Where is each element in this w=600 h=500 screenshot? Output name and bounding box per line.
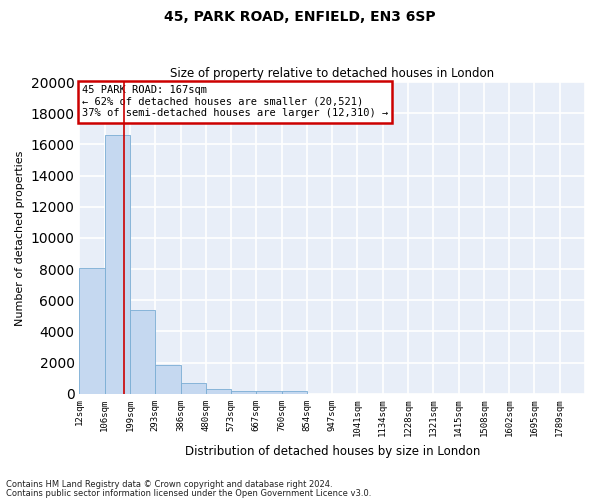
Bar	[181, 383, 206, 394]
Text: 45 PARK ROAD: 167sqm
← 62% of detached houses are smaller (20,521)
37% of semi-d: 45 PARK ROAD: 167sqm ← 62% of detached h…	[82, 85, 388, 118]
Bar	[206, 388, 231, 394]
Text: Contains public sector information licensed under the Open Government Licence v3: Contains public sector information licen…	[6, 488, 371, 498]
Text: Contains HM Land Registry data © Crown copyright and database right 2024.: Contains HM Land Registry data © Crown c…	[6, 480, 332, 489]
Bar	[130, 310, 155, 394]
Bar	[281, 392, 307, 394]
Bar	[155, 365, 181, 394]
X-axis label: Distribution of detached houses by size in London: Distribution of detached houses by size …	[185, 444, 480, 458]
Bar	[231, 390, 256, 394]
Bar	[256, 391, 281, 394]
Bar	[104, 135, 130, 394]
Title: Size of property relative to detached houses in London: Size of property relative to detached ho…	[170, 66, 494, 80]
Y-axis label: Number of detached properties: Number of detached properties	[15, 150, 25, 326]
Bar	[79, 268, 104, 394]
Text: 45, PARK ROAD, ENFIELD, EN3 6SP: 45, PARK ROAD, ENFIELD, EN3 6SP	[164, 10, 436, 24]
